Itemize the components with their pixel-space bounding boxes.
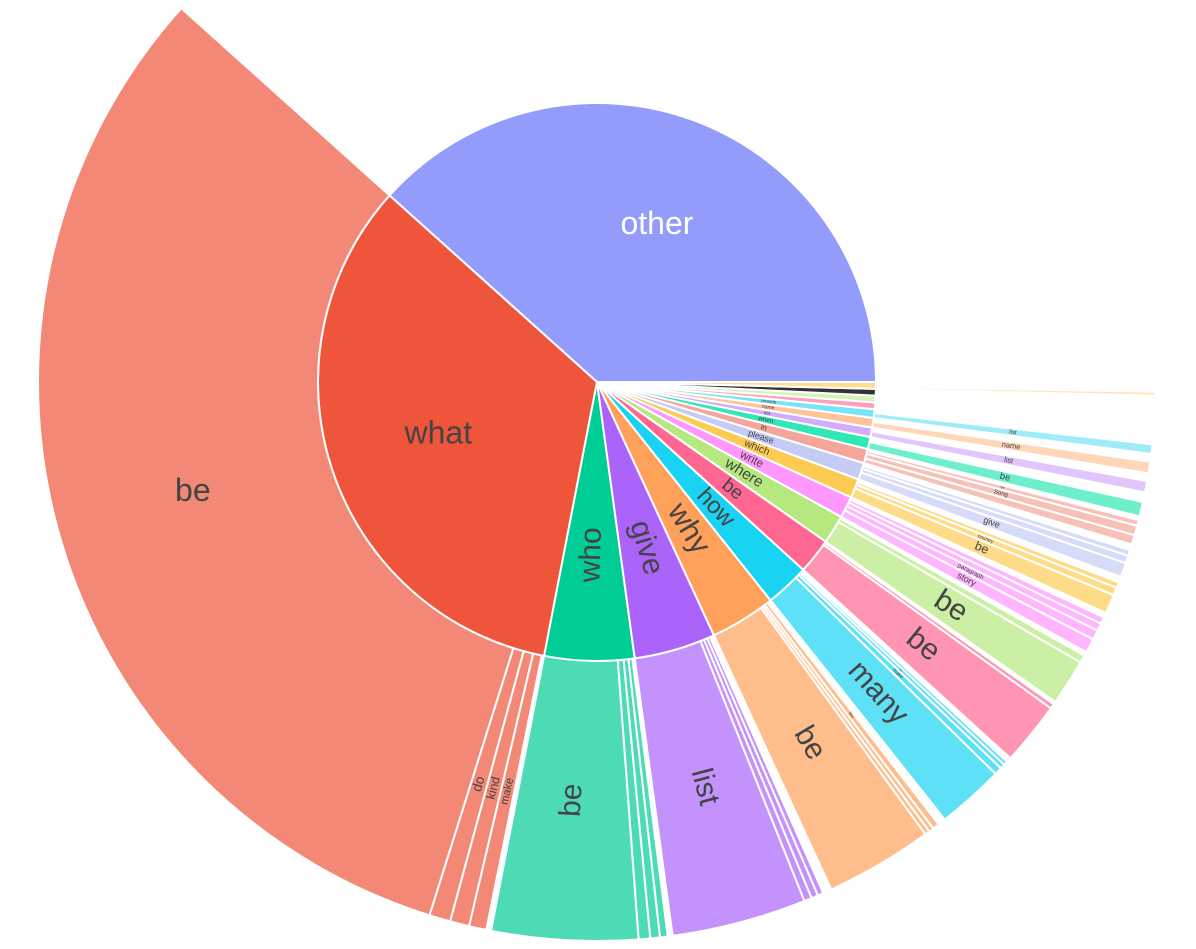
outer-label: be xyxy=(175,472,211,508)
outer-segment xyxy=(763,601,941,830)
outer-label: make xyxy=(499,777,517,806)
outer-segment xyxy=(865,449,1140,527)
outer-label: country xyxy=(977,533,995,545)
outer-label: list xyxy=(1009,429,1018,437)
outer-label: kind xyxy=(484,775,503,801)
inner-label: other xyxy=(620,205,693,241)
inner-label: what xyxy=(404,415,473,451)
outer-label: Song xyxy=(993,488,1009,499)
outer-label: list xyxy=(1003,455,1015,466)
inner-segment xyxy=(388,102,878,383)
outer-segment xyxy=(874,385,1157,397)
outer-segment xyxy=(847,498,1106,625)
inner-label: when xyxy=(757,415,775,425)
outer-segment xyxy=(871,420,1152,475)
inner-label: provide xyxy=(761,398,777,405)
outer-label: be xyxy=(999,471,1011,483)
inner-label: in xyxy=(760,422,768,432)
outer-segment xyxy=(822,541,1056,710)
inner-label: list xyxy=(763,410,771,417)
outer-segment xyxy=(836,517,1086,664)
outer-segment xyxy=(872,412,1154,456)
inner-label: who xyxy=(573,527,608,584)
outer-segment xyxy=(705,635,825,897)
outer-segment xyxy=(869,430,1149,494)
outer-segment xyxy=(798,570,1009,767)
outer-label: name xyxy=(1001,440,1021,452)
outer-segment xyxy=(866,440,1145,518)
outer-label: be xyxy=(899,667,904,672)
outer-segment xyxy=(37,6,515,917)
outer-label: be xyxy=(1000,485,1005,490)
outer-label: do xyxy=(469,774,488,793)
outer-segment xyxy=(467,652,543,932)
outer-segment xyxy=(627,657,669,939)
outer-label: like xyxy=(847,711,855,720)
outer-segment xyxy=(855,480,1121,590)
outer-label: be xyxy=(554,783,589,818)
outer-segment xyxy=(860,464,1132,557)
inner-label: name xyxy=(761,404,775,412)
